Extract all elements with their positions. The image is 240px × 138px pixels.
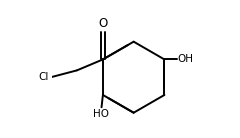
Text: HO: HO bbox=[93, 109, 109, 119]
Text: OH: OH bbox=[177, 54, 193, 64]
Text: Cl: Cl bbox=[39, 71, 49, 82]
Text: O: O bbox=[98, 17, 108, 30]
